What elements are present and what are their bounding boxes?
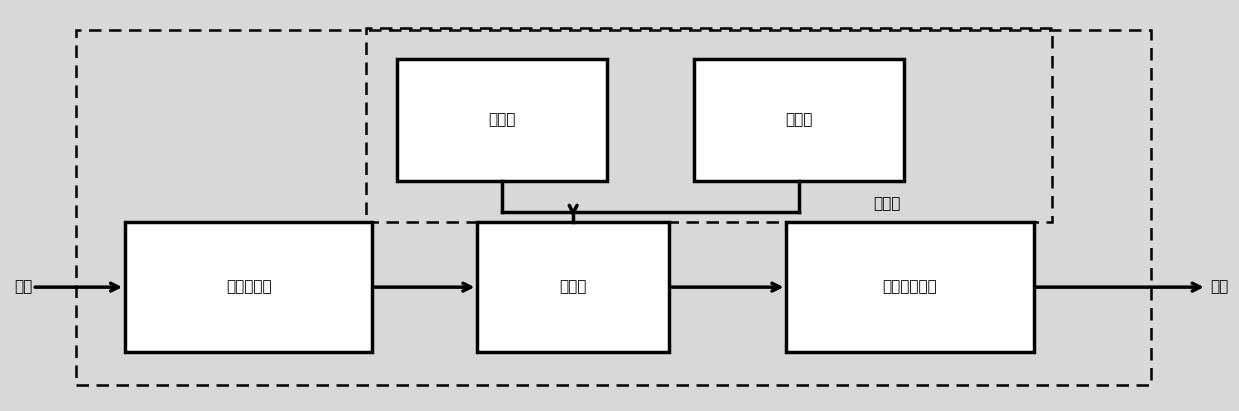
Bar xyxy=(787,222,1033,353)
Text: 输出: 输出 xyxy=(1211,279,1229,295)
Bar xyxy=(366,28,1052,222)
Bar xyxy=(396,58,607,181)
Text: 输入: 输入 xyxy=(14,279,32,295)
Text: 知识库: 知识库 xyxy=(873,196,901,211)
Bar xyxy=(125,222,372,353)
Text: 模糊化接口: 模糊化接口 xyxy=(225,279,271,295)
Bar xyxy=(477,222,669,353)
Text: 非模糊化接口: 非模糊化接口 xyxy=(882,279,938,295)
Text: 数据库: 数据库 xyxy=(488,112,515,127)
Text: 规则库: 规则库 xyxy=(786,112,813,127)
Bar xyxy=(694,58,903,181)
Bar xyxy=(76,30,1151,385)
Text: 推理机: 推理机 xyxy=(560,279,587,295)
